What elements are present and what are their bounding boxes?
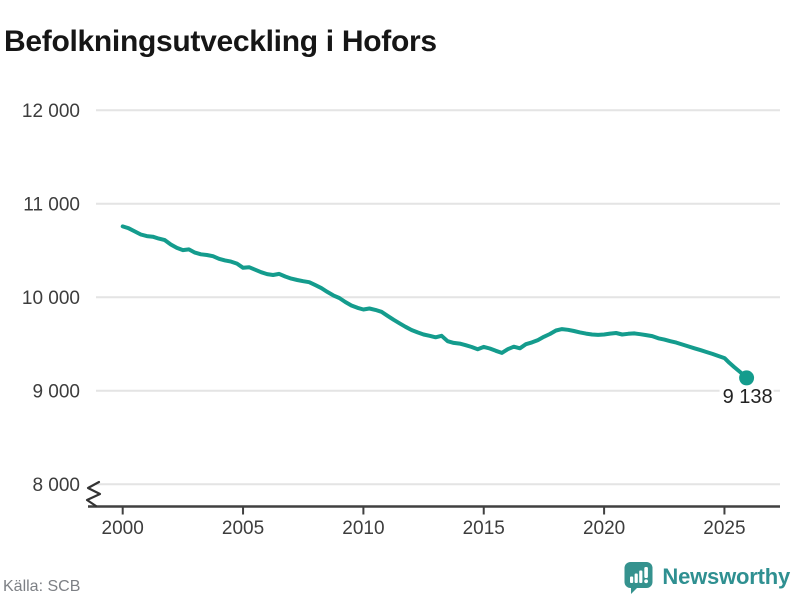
- y-tick-label: 8 000: [32, 475, 80, 496]
- newsworthy-brand-link[interactable]: Newsworthy: [623, 560, 790, 594]
- chart-title: Befolkningsutveckling i Hofors: [4, 25, 437, 59]
- x-tick-label: 2010: [342, 518, 384, 539]
- newsworthy-bar-chart-bubble-icon: [624, 562, 653, 594]
- end-label-mask: [719, 386, 774, 407]
- x-tick-label: 2015: [463, 518, 505, 539]
- y-tick-label: 11 000: [23, 194, 80, 215]
- brand-name: Newsworthy: [662, 564, 790, 589]
- y-tick-label: 9 000: [32, 381, 80, 402]
- x-tick-label: 2005: [222, 518, 264, 539]
- source-note: Källa: SCB: [3, 578, 81, 595]
- x-tick-label: 2000: [102, 518, 144, 539]
- end-point-label: 9 138: [723, 386, 773, 408]
- y-axis-break-icon: [85, 480, 102, 508]
- x-tick-label: 2020: [583, 518, 625, 539]
- y-tick-label: 10 000: [22, 288, 80, 309]
- y-tick-label: 12 000: [22, 101, 80, 122]
- end-point-dot: [739, 370, 755, 386]
- x-tick-label: 2025: [703, 518, 745, 539]
- population-line: [120, 224, 749, 380]
